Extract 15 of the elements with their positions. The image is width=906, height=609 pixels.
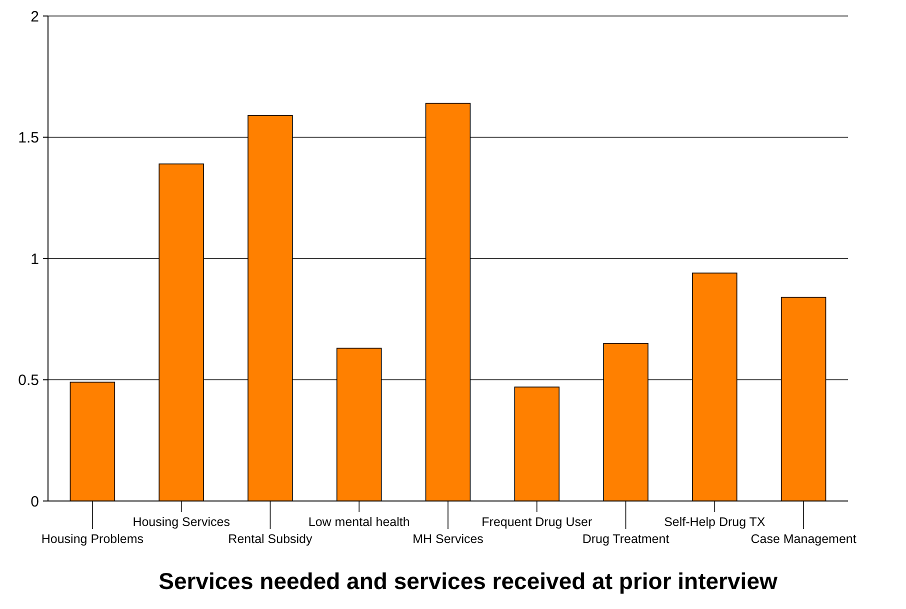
y-tick-label: 2 xyxy=(30,8,39,26)
x-tick-label: Low mental health xyxy=(308,515,410,529)
y-tick-label: 1 xyxy=(30,250,39,268)
y-tick-label: 1.5 xyxy=(18,130,39,146)
x-tick-label: Drug Treatment xyxy=(582,532,670,546)
y-tick-label: 0.5 xyxy=(18,372,39,389)
x-tick-label: Housing Problems xyxy=(41,532,144,546)
x-tick-label: Self-Help Drug TX xyxy=(664,515,766,529)
text: Services needed and services received at prior interview xyxy=(158,568,778,594)
y-tick-label: 0 xyxy=(30,493,39,510)
x-tick-label: Frequent Drug User xyxy=(482,515,592,529)
x-tick-label: MH Services xyxy=(412,532,484,546)
x-tick-label: Case Management xyxy=(750,532,857,546)
x-tick-label: Housing Services xyxy=(132,515,230,529)
x-tick-label: Rental Subsidy xyxy=(228,532,314,546)
